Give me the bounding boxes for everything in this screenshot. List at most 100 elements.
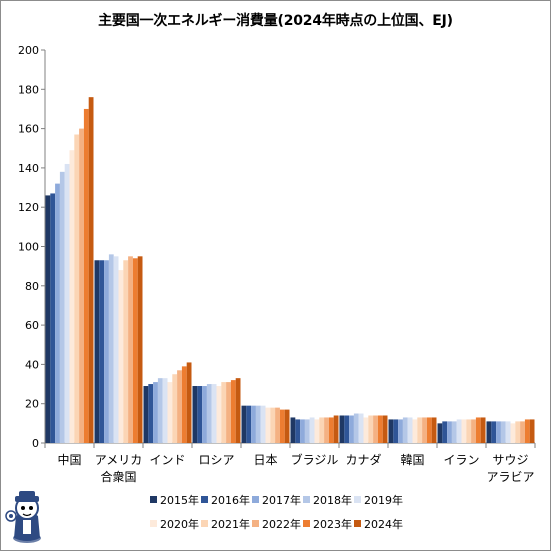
y-tick-label: 120	[18, 201, 39, 214]
bar	[153, 382, 158, 443]
category-label: アメリカ	[95, 453, 142, 467]
bar	[382, 415, 388, 443]
chart-bars	[45, 97, 535, 443]
bar	[241, 405, 247, 443]
bar	[515, 421, 521, 443]
bar	[265, 407, 271, 443]
category-label: イラン	[443, 453, 479, 467]
bar	[398, 419, 403, 443]
legend-swatch	[303, 496, 310, 503]
bar	[290, 417, 296, 443]
bar	[309, 417, 315, 443]
bar	[426, 417, 432, 443]
bar	[344, 415, 350, 443]
bar	[99, 260, 105, 443]
category-label: ブラジル	[291, 452, 339, 467]
bar	[118, 270, 124, 443]
bar	[368, 415, 374, 443]
bar	[206, 384, 212, 443]
category-label: 日本	[253, 453, 277, 467]
y-tick-label: 180	[18, 83, 39, 96]
bar	[230, 380, 236, 443]
category-label: 合衆国	[100, 469, 136, 484]
bar	[83, 108, 89, 443]
bar	[417, 417, 423, 443]
category-label: 中国	[57, 452, 81, 467]
bar	[279, 409, 285, 443]
bar	[496, 421, 501, 443]
legend-label: 2016年	[211, 493, 250, 507]
y-tick-label: 60	[25, 319, 39, 332]
bar	[148, 384, 154, 443]
y-tick-label: 0	[32, 437, 39, 450]
category-label: ロシア	[198, 453, 234, 467]
bar	[402, 417, 408, 443]
bar	[45, 195, 51, 443]
bar	[466, 419, 472, 443]
bar	[94, 260, 100, 443]
bar	[377, 415, 383, 443]
bar	[132, 258, 138, 443]
legend-swatch	[354, 520, 361, 527]
bar	[275, 407, 280, 443]
category-label: サウジ	[492, 453, 528, 467]
bar	[333, 415, 339, 443]
chart-labels: 0 20 40 60 80 100 120 140 160 180 200 中国 アメリカ合衆国インドロ…	[18, 44, 535, 484]
bar	[422, 417, 427, 443]
bar	[524, 419, 530, 443]
category-label: 韓国	[400, 453, 424, 467]
category-label: カナダ	[345, 452, 381, 467]
bar	[197, 386, 203, 443]
bar	[324, 417, 329, 443]
bar	[255, 405, 261, 443]
bar	[500, 421, 506, 443]
bar	[480, 417, 486, 443]
bar	[349, 415, 354, 443]
bar	[437, 423, 443, 443]
legend-label: 2019年	[364, 493, 403, 507]
bar	[451, 421, 457, 443]
chart-title: 主要国一次エネルギー消費量(2024年時点の上位国、EJ)	[98, 13, 453, 29]
bar	[260, 405, 266, 443]
legend-label: 2020年	[160, 517, 199, 531]
bar	[339, 415, 345, 443]
bar	[55, 183, 60, 443]
legend-swatch	[354, 496, 361, 503]
bar	[246, 405, 252, 443]
bar	[113, 256, 119, 443]
bar	[431, 417, 437, 443]
bar	[471, 419, 476, 443]
category-label: インド	[149, 453, 185, 467]
bar	[202, 386, 207, 443]
mascot-icon	[5, 491, 41, 543]
bar	[456, 419, 462, 443]
bar	[407, 417, 413, 443]
chart-legend: 2015年 2016年 2017年 2018年 2019年 2020年 2021年 2022年…	[150, 493, 403, 531]
bar	[270, 407, 276, 443]
bar	[221, 382, 227, 443]
bar	[510, 423, 516, 443]
y-tick-label: 200	[18, 44, 39, 57]
bar	[172, 374, 178, 443]
bar	[412, 419, 418, 443]
bar	[59, 171, 65, 443]
bar	[447, 421, 452, 443]
bar	[358, 413, 364, 443]
legend-swatch	[252, 496, 259, 503]
bar	[300, 419, 305, 443]
bar	[235, 378, 241, 443]
bar	[520, 421, 525, 443]
bar	[69, 150, 75, 443]
bar	[74, 134, 80, 443]
bar	[363, 417, 369, 443]
bar	[319, 417, 325, 443]
bar	[505, 421, 511, 443]
bar	[353, 413, 359, 443]
bar	[314, 419, 320, 443]
bar	[108, 254, 114, 443]
legend-label: 2018年	[313, 493, 352, 507]
bar	[128, 256, 133, 443]
legend-swatch	[252, 520, 259, 527]
y-tick-label: 140	[18, 162, 39, 175]
